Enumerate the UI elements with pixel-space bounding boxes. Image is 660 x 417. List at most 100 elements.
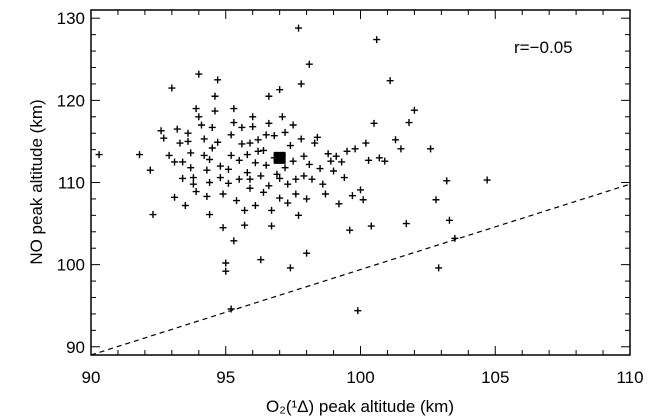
data-point [230,119,238,127]
y-tick-label: 100 [57,256,85,275]
data-point [375,154,383,162]
y-tick-label: 130 [57,9,85,28]
data-point [362,139,370,147]
data-point [165,151,173,159]
data-point [367,222,375,230]
data-point [397,145,405,153]
data-point [203,192,211,200]
data-point [427,145,435,153]
data-point [195,113,203,121]
data-point [187,149,195,157]
data-point [184,129,192,137]
data-point [197,121,205,129]
data-point [157,127,165,135]
data-point [451,234,459,242]
data-point [319,180,327,188]
data-point [276,86,284,94]
data-point [243,151,251,159]
data-point [192,188,200,196]
data-point [233,197,241,205]
data-point [343,147,351,155]
data-point [284,180,292,188]
data-point [327,157,335,165]
data-point [432,196,440,204]
correlation-annotation: r=−0.05 [514,38,573,57]
data-point [305,160,313,168]
data-point [338,158,346,166]
data-point [305,60,313,68]
data-point [324,150,332,158]
data-point [286,142,294,150]
data-point [270,132,278,140]
data-point [316,165,324,173]
data-point [206,179,214,186]
data-point [214,76,222,84]
data-point [281,128,289,136]
data-point [243,169,251,177]
reference-line [90,183,631,356]
data-point [402,220,410,228]
data-point [311,139,319,147]
plot-frame [90,9,631,356]
data-point [300,172,308,180]
data-point [195,70,203,78]
data-point [214,138,222,146]
data-point [257,172,265,180]
axis-ticks [90,10,631,355]
y-tick-label: 90 [66,338,85,357]
data-point [284,199,292,207]
data-point [292,190,300,198]
data-point [262,161,270,169]
x-tick-label: 90 [82,368,101,387]
data-point [251,159,259,167]
data-point [222,259,230,267]
data-point [227,305,235,313]
data-point [200,151,208,159]
data-point [268,222,276,230]
data-point [443,177,451,185]
data-point [246,175,254,183]
data-point [303,249,311,257]
data-point [332,152,340,160]
data-point [246,184,254,192]
data-point [289,121,297,129]
data-point [230,105,238,113]
data-point [184,137,192,145]
data-point [257,256,265,264]
data-point [435,264,443,272]
data-point [295,211,303,219]
data-point [171,193,179,201]
data-point [313,133,321,141]
data-point [189,180,197,188]
x-axis-title: O₂(¹Δ) peak altitude (km) [266,397,454,416]
y-tick-label: 120 [57,91,85,110]
data-point [365,156,373,164]
data-point [300,152,308,160]
data-point [335,200,343,208]
data-point [297,80,305,88]
data-point [346,226,354,234]
data-point [192,105,200,113]
data-point [227,151,235,159]
data-point [265,182,273,190]
data-point [216,162,224,170]
data-point [219,224,227,232]
data-point [241,221,249,229]
data-point [181,202,189,209]
y-axis-title: NO peak altitude (km) [27,99,46,264]
data-point [224,165,232,173]
data-point [405,119,413,127]
data-point [351,145,359,153]
data-point [295,24,303,32]
data-point [321,190,329,198]
data-point [235,156,243,164]
data-point [354,307,362,315]
data-point [222,267,230,275]
data-point [149,211,157,219]
dashed-reference-line [90,183,631,356]
data-point [357,186,364,194]
data-point [273,170,281,178]
data-point [348,192,356,200]
data-point [373,36,381,44]
